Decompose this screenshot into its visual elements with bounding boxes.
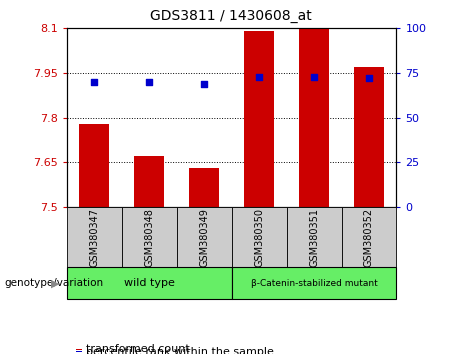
Bar [231, 267, 396, 299]
Bar [287, 207, 342, 267]
Bar [134, 156, 165, 207]
Point [146, 79, 153, 85]
Bar [122, 207, 177, 267]
Text: GSM380350: GSM380350 [254, 208, 264, 267]
Text: transformed count: transformed count [86, 344, 190, 354]
Bar [76, 349, 82, 350]
Bar [76, 351, 82, 352]
Bar [67, 267, 231, 299]
Bar [342, 207, 396, 267]
Text: GSM380347: GSM380347 [89, 208, 99, 267]
Point [91, 79, 98, 85]
Text: GSM380348: GSM380348 [144, 208, 154, 267]
Bar [67, 207, 122, 267]
Text: percentile rank within the sample: percentile rank within the sample [86, 347, 274, 354]
Bar [299, 28, 329, 207]
Point [255, 74, 263, 79]
Bar [177, 207, 231, 267]
Point [365, 75, 372, 81]
Text: GDS3811 / 1430608_at: GDS3811 / 1430608_at [150, 9, 311, 23]
Bar [189, 169, 219, 207]
Bar [231, 207, 287, 267]
Text: genotype/variation: genotype/variation [5, 278, 104, 288]
Text: ▶: ▶ [52, 278, 60, 288]
Point [201, 81, 208, 87]
Text: GSM380352: GSM380352 [364, 207, 374, 267]
Text: β-Catenin-stabilized mutant: β-Catenin-stabilized mutant [251, 279, 378, 288]
Text: wild type: wild type [124, 278, 175, 288]
Text: GSM380349: GSM380349 [199, 208, 209, 267]
Text: GSM380351: GSM380351 [309, 208, 319, 267]
Bar [354, 67, 384, 207]
Bar [79, 124, 109, 207]
Point [310, 74, 318, 79]
Bar [244, 31, 274, 207]
